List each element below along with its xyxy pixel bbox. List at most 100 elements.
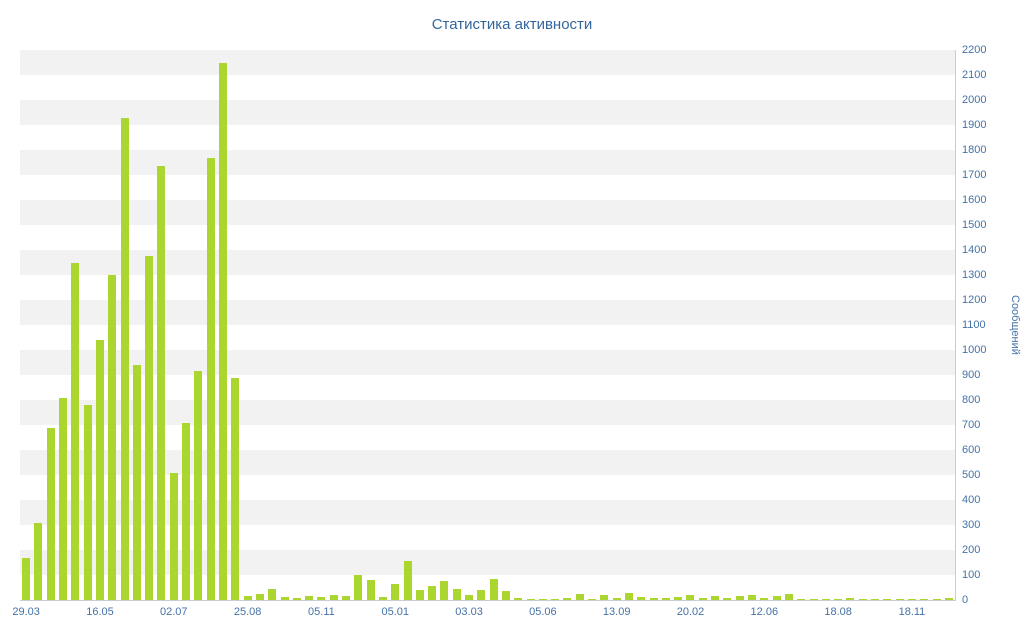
bar	[686, 594, 695, 600]
bar	[698, 598, 707, 600]
x-axis-tick-label: 25.08	[233, 606, 262, 618]
x-axis-tick-label: 18.11	[898, 606, 926, 618]
y-axis-tick-label: 100	[962, 568, 981, 581]
bar	[883, 599, 892, 600]
x-axis-tick-label: 05.01	[381, 606, 409, 618]
bar	[637, 597, 646, 600]
bar	[772, 595, 781, 600]
bar	[59, 397, 68, 600]
bar	[563, 598, 572, 600]
bar	[907, 599, 916, 600]
x-axis-tick-label: 03.03	[455, 606, 483, 618]
bar	[760, 598, 769, 600]
y-axis-tick-label: 200	[962, 543, 981, 556]
bar	[920, 598, 929, 600]
bar	[206, 157, 215, 600]
bar	[95, 340, 104, 600]
y-axis-tick-label: 600	[962, 443, 981, 456]
bar	[797, 598, 806, 600]
bar	[649, 598, 658, 600]
y-axis-tick-label: 2200	[962, 43, 987, 56]
bar	[120, 117, 129, 600]
bar	[46, 427, 55, 600]
bar	[145, 256, 154, 600]
bar	[34, 522, 43, 600]
bar	[231, 377, 240, 600]
bar	[465, 595, 474, 600]
x-axis-tick-label: 02.07	[160, 606, 188, 618]
x-axis-tick-label: 13.09	[602, 606, 631, 618]
bar	[784, 593, 793, 600]
bar	[711, 596, 720, 600]
bar	[391, 583, 400, 600]
y-axis-tick-label: 2100	[962, 68, 987, 81]
y-axis-tick-label: 700	[962, 418, 981, 431]
bar	[477, 590, 486, 600]
bar	[489, 578, 498, 600]
y-axis-tick-label: 0	[962, 593, 969, 606]
y-axis-tick-label: 1800	[962, 143, 987, 156]
y-axis-tick-label: 900	[962, 368, 981, 381]
bar	[846, 598, 855, 600]
bar	[169, 472, 178, 600]
y-axis-tick-label: 500	[962, 468, 981, 481]
y-axis-tick-label: 400	[962, 493, 981, 506]
x-axis-tick-label: 12.06	[750, 606, 779, 618]
y-axis-tick-label: 1300	[962, 268, 987, 281]
bar	[612, 598, 621, 600]
bar	[378, 597, 387, 600]
y-axis-tick-label: 1700	[962, 168, 987, 181]
bar	[661, 597, 670, 600]
x-axis-tick-label: 16.05	[86, 606, 114, 618]
bar	[575, 593, 584, 600]
bar	[748, 594, 756, 600]
y-axis-labels: 0 100 200 300 400 500 600 700 800 900 1000 1100 1200…	[962, 44, 1007, 605]
x-axis-tick-label: 29.03	[12, 606, 40, 618]
bar	[674, 597, 683, 600]
bar	[268, 588, 277, 600]
bar	[538, 599, 547, 600]
y-axis-tick-label: 300	[962, 518, 981, 531]
bar	[157, 166, 166, 600]
bar	[329, 595, 338, 600]
y-axis-tick-label: 1500	[962, 218, 987, 231]
bar	[108, 275, 117, 600]
bar	[600, 595, 609, 600]
bar	[71, 262, 80, 600]
x-axis-tick-label: 18.08	[824, 606, 852, 618]
bar	[182, 422, 191, 600]
bar	[305, 595, 314, 600]
bar	[895, 598, 904, 600]
bar	[452, 588, 461, 600]
bar	[255, 593, 264, 600]
bar	[83, 405, 92, 600]
x-axis-labels: 29.03 16.05 02.07 25.08 05.11 05.01 03.03 05.06…	[12, 606, 955, 622]
bar	[342, 596, 351, 600]
y-axis-tick-label: 1100	[962, 318, 986, 331]
bar	[809, 599, 818, 600]
bar	[821, 599, 830, 600]
bar	[354, 575, 363, 600]
bar	[292, 598, 301, 600]
y-axis-tick-label: 2000	[962, 93, 987, 106]
y-axis-tick-label: 1900	[962, 118, 987, 131]
y-axis-title: Сообщений	[1009, 295, 1021, 355]
bar	[243, 596, 252, 600]
bar	[834, 599, 843, 600]
bar	[932, 599, 941, 600]
bar	[551, 598, 560, 600]
bar	[218, 62, 227, 600]
bar	[366, 580, 375, 600]
y-axis-tick-label: 800	[962, 393, 981, 406]
bar	[723, 597, 732, 600]
bar	[132, 365, 141, 600]
bar	[440, 581, 449, 600]
y-axis-tick-label: 1000	[962, 343, 987, 356]
plot-area	[20, 50, 956, 601]
bar	[514, 597, 523, 600]
bar	[317, 597, 326, 600]
bar	[501, 591, 510, 600]
bar	[428, 586, 437, 600]
bar	[22, 557, 31, 600]
